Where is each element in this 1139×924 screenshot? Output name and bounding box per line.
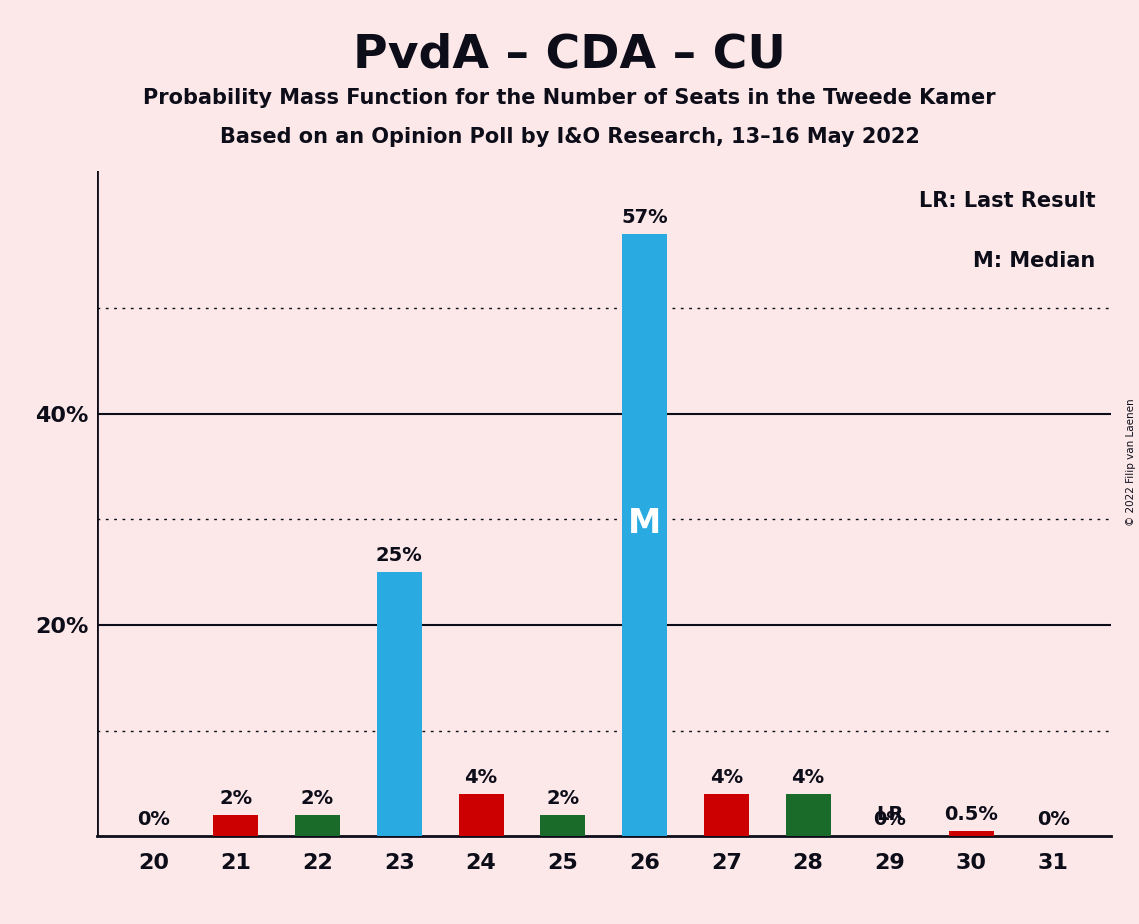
Text: 2%: 2% — [301, 789, 334, 808]
Text: © 2022 Filip van Laenen: © 2022 Filip van Laenen — [1126, 398, 1136, 526]
Bar — [213, 815, 259, 836]
Text: 4%: 4% — [710, 768, 743, 786]
Bar — [295, 815, 341, 836]
Text: 0%: 0% — [138, 809, 171, 829]
Text: 4%: 4% — [465, 768, 498, 786]
Text: LR: LR — [876, 805, 903, 823]
Bar — [949, 831, 994, 836]
Text: 0%: 0% — [1036, 809, 1070, 829]
Text: Probability Mass Function for the Number of Seats in the Tweede Kamer: Probability Mass Function for the Number… — [144, 88, 995, 108]
Text: 4%: 4% — [792, 768, 825, 786]
Text: M: M — [628, 506, 661, 540]
Text: PvdA – CDA – CU: PvdA – CDA – CU — [353, 32, 786, 78]
Text: 2%: 2% — [547, 789, 580, 808]
Text: 0%: 0% — [874, 809, 907, 829]
Bar — [540, 815, 585, 836]
Bar — [786, 794, 830, 836]
Text: Based on an Opinion Poll by I&O Research, 13–16 May 2022: Based on an Opinion Poll by I&O Research… — [220, 127, 919, 147]
Bar — [459, 794, 503, 836]
Bar — [704, 794, 748, 836]
Text: M: Median: M: Median — [973, 250, 1096, 271]
Text: 0.5%: 0.5% — [944, 805, 999, 823]
Text: 2%: 2% — [219, 789, 253, 808]
Bar — [377, 572, 421, 836]
Text: 25%: 25% — [376, 546, 423, 565]
Text: 57%: 57% — [621, 208, 667, 227]
Text: LR: Last Result: LR: Last Result — [919, 191, 1096, 211]
Bar — [622, 235, 667, 836]
